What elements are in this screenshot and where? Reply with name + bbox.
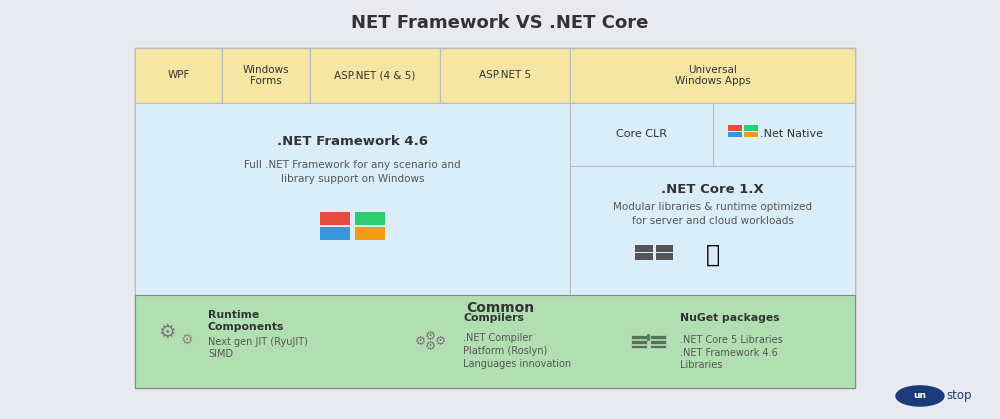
- FancyBboxPatch shape: [636, 253, 653, 261]
- Text: Next gen JIT (RyuJIT)
SIMD: Next gen JIT (RyuJIT) SIMD: [208, 336, 308, 360]
- Text: NET Framework VS .NET Core: NET Framework VS .NET Core: [351, 14, 649, 32]
- FancyBboxPatch shape: [135, 48, 222, 103]
- Text: ⚙: ⚙: [424, 340, 436, 353]
- Text: .NET Compiler
Platform (Roslyn)
Languages innovation: .NET Compiler Platform (Roslyn) Language…: [463, 333, 571, 368]
- Text: Modular libraries & runtime optimized
for server and cloud workloads: Modular libraries & runtime optimized fo…: [613, 202, 812, 226]
- FancyBboxPatch shape: [222, 48, 310, 103]
- FancyBboxPatch shape: [320, 212, 350, 225]
- FancyBboxPatch shape: [656, 245, 673, 252]
- Text: Core CLR: Core CLR: [616, 129, 667, 140]
- FancyBboxPatch shape: [570, 103, 713, 166]
- FancyBboxPatch shape: [713, 103, 855, 166]
- FancyBboxPatch shape: [650, 345, 666, 349]
- Text: .NET Core 1.X: .NET Core 1.X: [661, 183, 764, 196]
- FancyBboxPatch shape: [631, 345, 647, 349]
- FancyBboxPatch shape: [310, 48, 440, 103]
- Text: .Net Native: .Net Native: [760, 129, 823, 140]
- FancyBboxPatch shape: [631, 335, 647, 339]
- Text: un: un: [914, 391, 926, 401]
- FancyBboxPatch shape: [656, 253, 673, 261]
- FancyBboxPatch shape: [440, 48, 570, 103]
- Text: .NET Framework 4.6: .NET Framework 4.6: [277, 134, 428, 148]
- FancyBboxPatch shape: [570, 48, 855, 103]
- FancyBboxPatch shape: [631, 340, 647, 344]
- Text: stop: stop: [946, 389, 972, 403]
- Text: Windows
Forms: Windows Forms: [243, 65, 289, 86]
- Circle shape: [896, 386, 944, 406]
- FancyBboxPatch shape: [636, 245, 653, 252]
- FancyBboxPatch shape: [728, 132, 742, 137]
- Text: ASP.NET 5: ASP.NET 5: [479, 70, 531, 80]
- Text: ⚙: ⚙: [434, 335, 446, 348]
- Text: ⚙: ⚙: [158, 323, 176, 342]
- FancyBboxPatch shape: [355, 227, 385, 240]
- FancyBboxPatch shape: [135, 295, 855, 388]
- Text: NuGet packages: NuGet packages: [680, 313, 780, 323]
- Text: ⚙: ⚙: [181, 333, 193, 347]
- Text: WPF: WPF: [167, 70, 190, 80]
- FancyBboxPatch shape: [650, 340, 666, 344]
- Text: Common: Common: [466, 301, 534, 316]
- Text: ⚙: ⚙: [424, 330, 436, 343]
- Text: .NET Core 5 Libraries
.NET Framework 4.6
Libraries: .NET Core 5 Libraries .NET Framework 4.6…: [680, 335, 783, 370]
- FancyBboxPatch shape: [570, 166, 855, 295]
- FancyBboxPatch shape: [355, 212, 385, 225]
- Text: Compilers: Compilers: [463, 313, 524, 323]
- FancyBboxPatch shape: [744, 132, 758, 137]
- Text: ⚙: ⚙: [414, 335, 426, 348]
- FancyBboxPatch shape: [728, 125, 742, 131]
- Text: Universal
Windows Apps: Universal Windows Apps: [675, 65, 750, 86]
- FancyBboxPatch shape: [320, 227, 350, 240]
- FancyBboxPatch shape: [135, 103, 570, 295]
- FancyBboxPatch shape: [650, 335, 666, 339]
- Text: 🐧: 🐧: [705, 243, 720, 267]
- FancyBboxPatch shape: [135, 48, 855, 388]
- Text: Full .NET Framework for any scenario and
library support on Windows: Full .NET Framework for any scenario and…: [244, 160, 461, 184]
- Text: Runtime
Components: Runtime Components: [208, 310, 284, 332]
- FancyBboxPatch shape: [744, 125, 758, 131]
- Text: ASP.NET (4 & 5): ASP.NET (4 & 5): [334, 70, 416, 80]
